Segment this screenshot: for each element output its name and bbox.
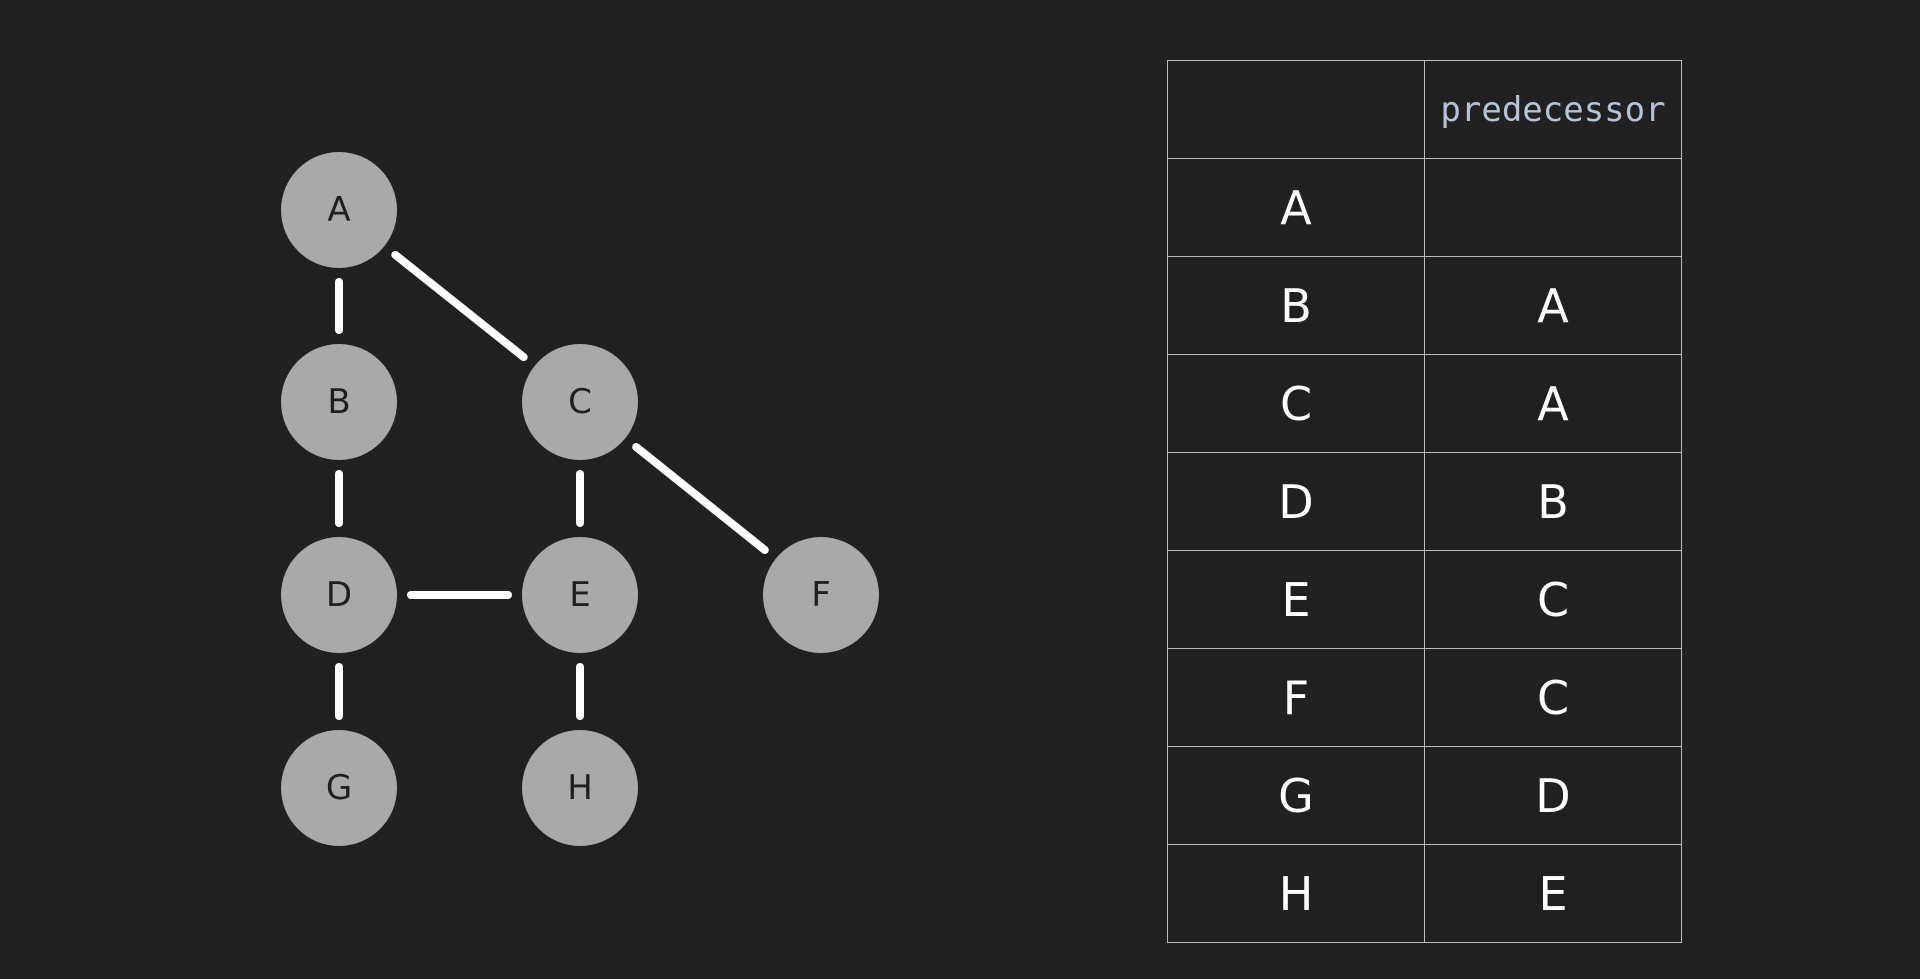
predecessor-cell: A [1424,354,1682,453]
vertex-cell: G [1167,746,1425,845]
predecessor-cell: C [1424,550,1682,649]
node-a: A [281,152,397,268]
node-c: C [522,344,638,460]
node-d: D [281,537,397,653]
table-row: H E [1167,844,1682,943]
node-label: F [811,575,831,615]
node-e: E [522,537,638,653]
predecessor-table: predecessor A B A C A D B E C F C G D [1167,60,1682,943]
table-row: D B [1167,452,1682,551]
table-row: E C [1167,550,1682,649]
predecessor-column-header: predecessor [1424,60,1682,159]
predecessor-cell: C [1424,648,1682,747]
edge-c-f [632,443,769,554]
node-label: A [327,190,350,230]
edge-a-c [391,250,528,362]
node-circle [281,152,397,268]
node-circle [763,537,879,653]
table-row: A [1167,158,1682,257]
table-row: G D [1167,746,1682,845]
node-circle [281,537,397,653]
vertex-cell: F [1167,648,1425,747]
node-label: H [567,768,593,808]
node-h: H [522,730,638,846]
predecessor-cell: E [1424,844,1682,943]
header-corner-cell [1167,60,1425,159]
node-label: C [568,382,592,422]
node-circle [522,537,638,653]
node-circle [522,730,638,846]
node-circle [522,344,638,460]
table-header-row: predecessor [1167,60,1682,159]
table-row: C A [1167,354,1682,453]
vertex-cell: B [1167,256,1425,355]
node-label: B [327,382,350,422]
node-circle [281,344,397,460]
predecessor-cell: D [1424,746,1682,845]
graph-diagram: A B C D E F G H [281,152,879,846]
node-label: D [326,575,352,615]
node-b: B [281,344,397,460]
vertex-cell: C [1167,354,1425,453]
graph-edges [335,250,769,720]
predecessor-cell: B [1424,452,1682,551]
graph-nodes: A B C D E F G H [281,152,879,846]
node-circle [281,730,397,846]
vertex-cell: D [1167,452,1425,551]
table-row: F C [1167,648,1682,747]
vertex-cell: A [1167,158,1425,257]
predecessor-cell [1424,158,1682,257]
vertex-cell: H [1167,844,1425,943]
node-label: E [569,575,590,615]
node-label: G [326,768,352,808]
vertex-cell: E [1167,550,1425,649]
predecessor-cell: A [1424,256,1682,355]
node-f: F [763,537,879,653]
node-g: G [281,730,397,846]
table-row: B A [1167,256,1682,355]
